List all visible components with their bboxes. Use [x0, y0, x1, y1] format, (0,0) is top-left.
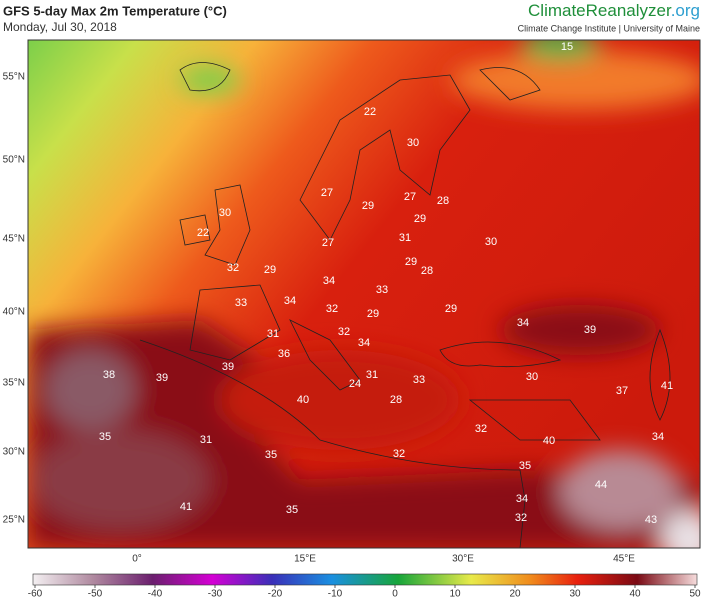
temperature-label: 29: [405, 256, 417, 268]
brand-reanalyzer: Reanalyzer: [586, 1, 672, 20]
temperature-label: 35: [265, 449, 277, 461]
brand-climate: Climate: [528, 1, 586, 20]
temperature-label: 22: [364, 106, 376, 118]
title: GFS 5-day Max 2m Temperature (°C): [3, 3, 227, 18]
latitude-label: 25°N: [3, 515, 25, 526]
temperature-label: 35: [519, 460, 531, 472]
temperature-label: 32: [515, 512, 527, 524]
temperature-label: 29: [362, 200, 374, 212]
temperature-label: 43: [645, 514, 657, 526]
temperature-label: 35: [286, 504, 298, 516]
temperature-label: 34: [323, 275, 335, 287]
temperature-label: 39: [584, 324, 596, 336]
temperature-label: 40: [543, 435, 555, 447]
latitude-label: 40°N: [3, 307, 25, 318]
temperature-label: 41: [180, 501, 192, 513]
colorbar-tick-label: -20: [268, 589, 283, 600]
temperature-label: 29: [367, 308, 379, 320]
latitude-label: 35°N: [3, 378, 25, 389]
latitude-label: 45°N: [3, 234, 25, 245]
temperature-label: 32: [338, 326, 350, 338]
temperature-label: 29: [264, 264, 276, 276]
colorbar-tick-label: -40: [148, 589, 163, 600]
subtitle: Monday, Jul 30, 2018: [3, 20, 117, 34]
temperature-label: 31: [399, 232, 411, 244]
temperature-label: 15: [561, 41, 573, 53]
temperature-label: 33: [235, 297, 247, 309]
brand: ClimateReanalyzer.org: [528, 1, 700, 20]
temperature-label: 34: [284, 295, 296, 307]
colorbar-tick-label: 40: [629, 589, 641, 600]
temperature-label: 33: [413, 374, 425, 386]
temperature-label: 34: [652, 431, 664, 443]
temperature-label: 29: [414, 213, 426, 225]
temperature-label: 31: [267, 328, 279, 340]
temperature-label: 30: [219, 207, 231, 219]
colorbar-tick-label: -30: [208, 589, 223, 600]
temperature-label: 40: [297, 394, 309, 406]
temperature-label: 32: [475, 423, 487, 435]
institute: Climate Change Institute | University of…: [518, 23, 700, 33]
temperature-label: 38: [103, 369, 115, 381]
colorbar-tick-label: 0: [392, 589, 398, 600]
latitude-label: 55°N: [3, 72, 25, 83]
colorbar-tick-label: -60: [28, 589, 43, 600]
longitude-label: 0°: [132, 554, 142, 565]
temperature-label: 30: [485, 236, 497, 248]
temperature-label: 27: [321, 187, 333, 199]
colorbar-tick-label: 30: [569, 589, 581, 600]
colorbar-tick-label: 10: [449, 589, 461, 600]
temperature-label: 37: [616, 385, 628, 397]
temperature-label: 32: [227, 262, 239, 274]
temperature-label: 32: [393, 448, 405, 460]
temperature-label: 30: [407, 137, 419, 149]
latitude-label: 30°N: [3, 447, 25, 458]
temperature-label: 22: [197, 227, 209, 239]
longitude-label: 15°E: [294, 554, 316, 565]
longitude-label: 45°E: [613, 554, 635, 565]
temperature-label: 27: [322, 237, 334, 249]
temperature-label: 30: [526, 371, 538, 383]
colorbar-tick-label: 20: [509, 589, 521, 600]
colorbar-tick-label: -10: [328, 589, 343, 600]
temperature-label: 33: [376, 284, 388, 296]
temperature-label: 24: [349, 378, 361, 390]
brand-org: .org: [671, 1, 700, 20]
colorbar-tick-label: 50: [689, 589, 701, 600]
temperature-label: 44: [595, 479, 607, 491]
temperature-label: 28: [421, 265, 433, 277]
temperature-label: 28: [437, 195, 449, 207]
temperature-label: 41: [661, 380, 673, 392]
longitude-label: 30°E: [452, 554, 474, 565]
temperature-label: 32: [326, 303, 338, 315]
temperature-label: 28: [390, 394, 402, 406]
temperature-label: 39: [156, 372, 168, 384]
colorbar: [32, 573, 698, 586]
colorbar-tick-label: -50: [88, 589, 103, 600]
temperature-label: 35: [99, 431, 111, 443]
temperature-label: 29: [445, 303, 457, 315]
temperature-label: 27: [404, 191, 416, 203]
map: [28, 40, 700, 548]
temperature-label: 34: [358, 337, 370, 349]
latitude-label: 50°N: [3, 155, 25, 166]
temperature-label: 39: [222, 361, 234, 373]
temperature-label: 36: [278, 348, 290, 360]
temperature-label: 31: [366, 369, 378, 381]
temperature-label: 31: [200, 434, 212, 446]
temperature-label: 34: [516, 493, 528, 505]
temperature-label: 34: [517, 317, 529, 329]
